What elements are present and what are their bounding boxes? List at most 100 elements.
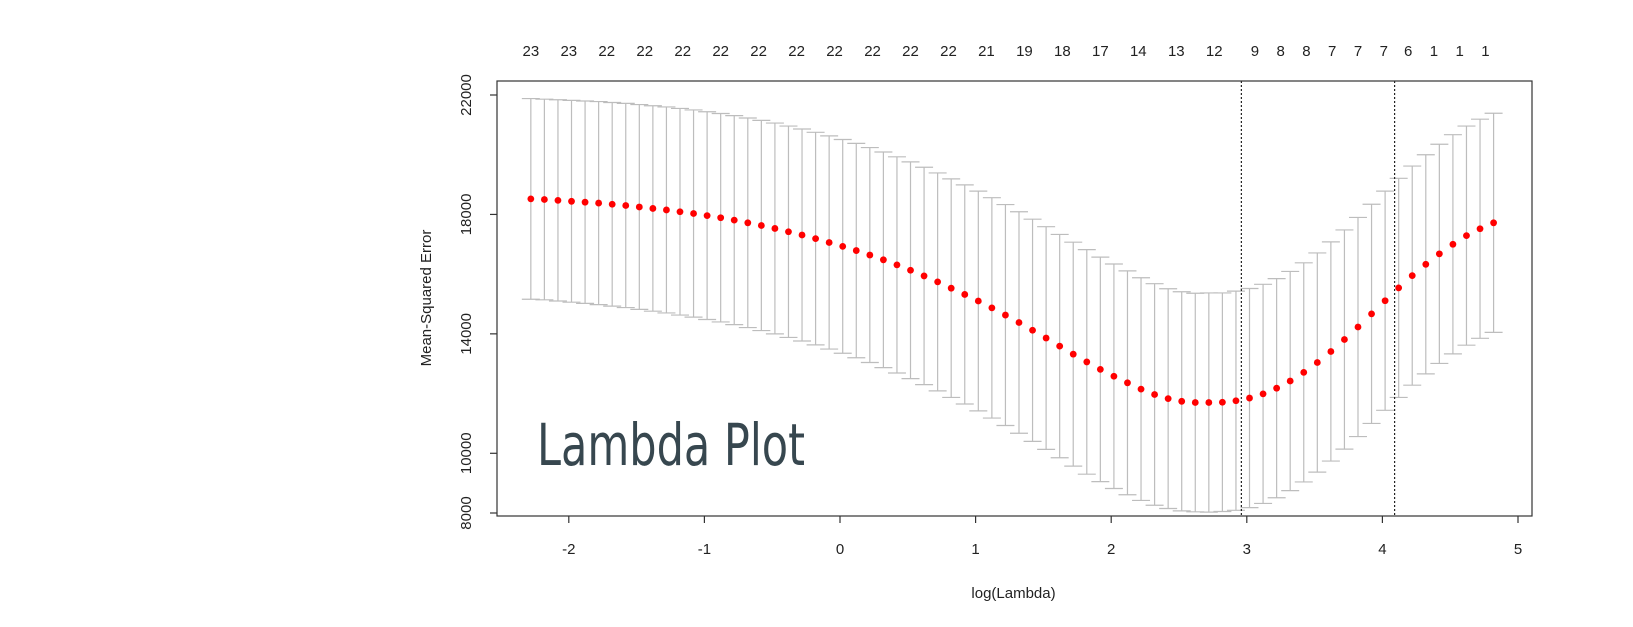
x-tick-label-7: 5 [1514,541,1522,558]
top-axis-label-23: 7 [1354,43,1362,60]
data-point-6 [608,200,616,208]
data-point-22 [825,239,833,246]
data-point-44 [1124,379,1131,387]
data-point-16 [744,219,752,227]
data-point-26 [879,256,887,264]
data-point-50 [1205,399,1213,406]
data-point-8 [635,203,643,211]
data-point-35 [1002,311,1009,319]
data-point-60 [1341,336,1348,343]
data-point-17 [757,222,765,229]
data-point-14 [717,214,725,222]
data-point-31 [947,284,955,292]
data-point-12 [690,210,697,217]
top-axis-label-22: 7 [1328,43,1336,60]
data-point-9 [649,205,657,212]
top-axis-label-7: 22 [788,43,805,60]
top-axis-label-10: 22 [902,43,919,60]
y-tick-label-1: 10000 [458,432,475,474]
data-point-25 [866,251,874,259]
data-point-1 [540,196,548,203]
data-point-46 [1151,391,1158,398]
data-point-47 [1164,395,1172,403]
data-point-67 [1435,250,1443,258]
data-point-30 [934,278,942,286]
top-axis-label-26: 1 [1430,43,1438,60]
data-point-71 [1490,219,1497,227]
data-point-18 [771,225,779,232]
y-tick-label-3: 18000 [458,194,475,236]
data-point-66 [1422,260,1430,268]
top-axis-label-11: 22 [940,43,957,60]
data-point-45 [1137,385,1145,393]
plot-frame [496,80,1533,517]
y-tick-label-2: 14000 [458,313,475,355]
data-point-29 [920,272,928,280]
data-point-33 [974,297,982,305]
data-point-42 [1096,365,1104,373]
data-point-62 [1368,310,1375,318]
data-point-34 [988,304,996,312]
data-point-65 [1408,272,1416,280]
x-tick-label-0: -2 [562,541,575,558]
data-point-57 [1300,368,1308,376]
overlay-title: Lambda Plot [537,411,805,479]
data-point-37 [1029,326,1036,334]
x-tick-label-1: -1 [698,541,711,558]
top-axis-label-27: 1 [1456,43,1464,60]
data-point-7 [622,202,630,209]
x-tick-label-6: 4 [1378,541,1386,558]
data-point-0 [527,195,535,203]
data-point-32 [961,291,969,298]
data-point-52 [1232,397,1240,405]
data-point-39 [1056,342,1064,350]
data-point-70 [1476,225,1484,233]
top-axis-label-12: 21 [978,43,995,60]
top-axis-label-0: 23 [522,43,539,60]
top-axis-label-3: 22 [636,43,653,60]
data-point-38 [1042,334,1050,342]
data-point-11 [676,208,684,216]
data-point-5 [595,199,603,207]
top-axis-label-20: 8 [1277,43,1285,60]
data-point-61 [1354,323,1362,331]
data-point-43 [1110,372,1118,380]
top-axis-label-4: 22 [674,43,691,60]
data-point-36 [1015,319,1023,326]
data-point-48 [1178,397,1186,405]
data-point-21 [812,235,819,243]
top-axis-label-17: 13 [1168,43,1185,60]
top-axis-label-8: 22 [826,43,843,60]
data-point-10 [663,206,670,214]
points-group [527,195,1497,406]
data-point-64 [1395,284,1403,292]
data-point-68 [1449,240,1457,248]
x-tick-label-2: 0 [836,541,844,558]
data-point-56 [1286,377,1294,385]
x-tick-label-3: 1 [971,541,979,558]
top-axis-label-24: 7 [1380,43,1388,60]
x-axis: -2 -1 0 1 2 3 4 5 [562,516,1522,558]
data-point-40 [1069,350,1077,358]
data-point-58 [1313,359,1321,366]
top-axis-label-28: 1 [1481,43,1489,60]
data-point-54 [1259,390,1267,398]
top-axis-label-25: 6 [1404,43,1412,60]
top-axis-label-1: 23 [560,43,577,60]
data-point-53 [1246,394,1253,402]
data-point-49 [1191,399,1199,406]
data-point-15 [730,216,738,224]
data-point-28 [907,266,914,274]
x-tick-label-4: 2 [1107,541,1115,558]
data-point-69 [1463,232,1470,240]
top-axis-label-19: 9 [1251,43,1259,60]
data-point-55 [1273,384,1281,392]
data-point-59 [1327,348,1335,355]
data-point-13 [703,212,711,220]
top-axis-label-13: 19 [1016,43,1033,60]
top-axis-label-16: 14 [1130,43,1147,60]
top-axis-label-6: 22 [750,43,767,60]
data-point-3 [568,197,575,205]
y-tick-label-4: 22000 [458,74,475,116]
